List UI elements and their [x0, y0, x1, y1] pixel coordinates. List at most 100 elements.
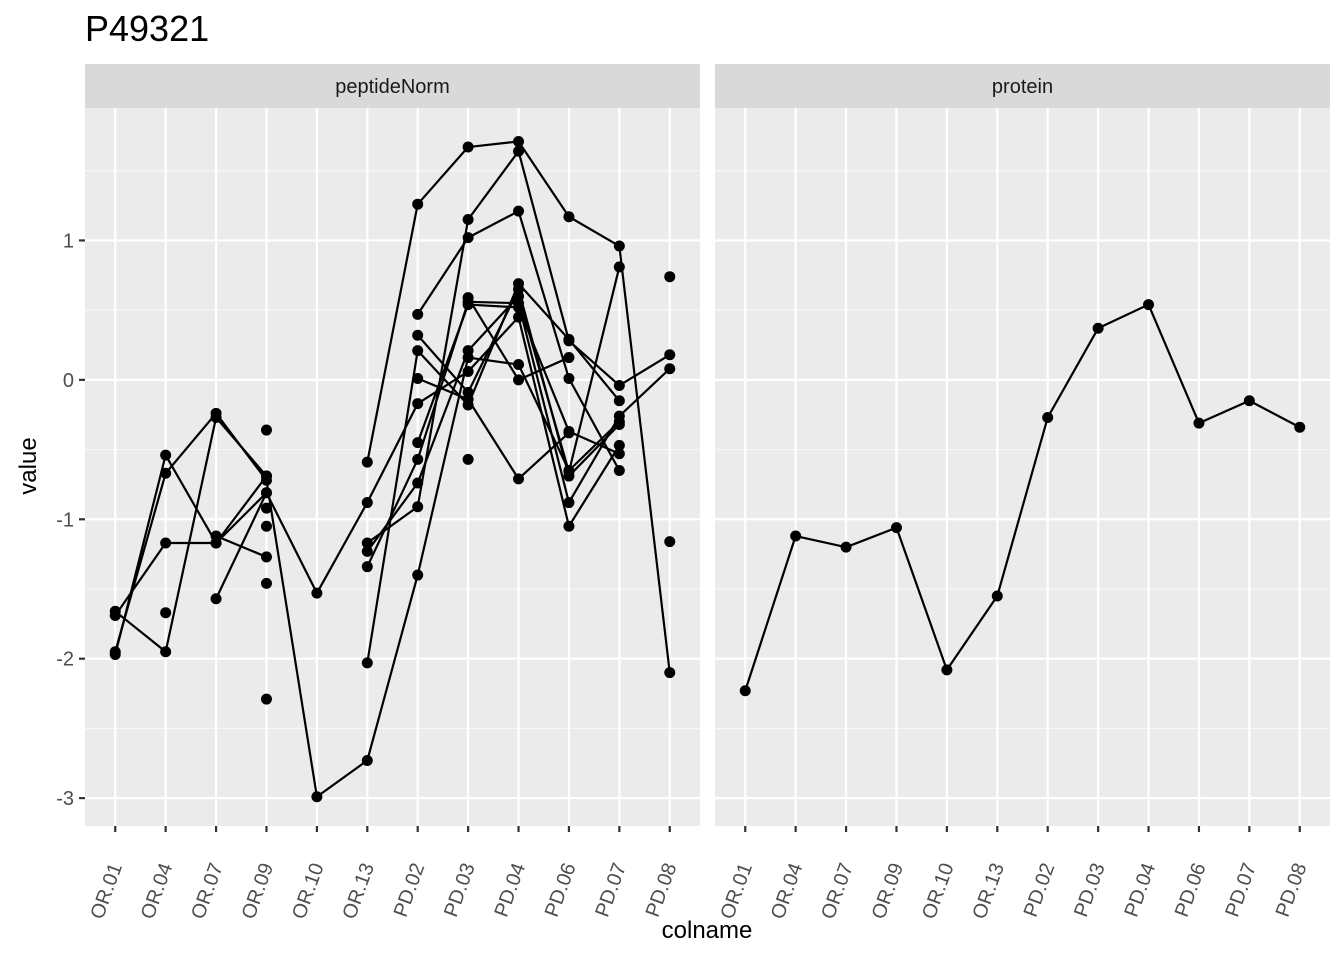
- data-point: [613, 261, 625, 273]
- data-point: [160, 607, 172, 619]
- data-point: [613, 379, 625, 391]
- x-tick-label: PD.06: [541, 860, 581, 920]
- data-point: [563, 497, 575, 509]
- data-point: [462, 345, 474, 357]
- series-line: [366, 282, 621, 664]
- data-point: [613, 448, 625, 460]
- data-point: [210, 412, 222, 424]
- data-point: [563, 427, 575, 439]
- data-point: [412, 453, 424, 465]
- data-point: [412, 198, 424, 210]
- x-tick-label: PD.08: [1272, 860, 1312, 920]
- data-point: [513, 205, 525, 217]
- data-point: [260, 502, 272, 514]
- data-point: [311, 791, 323, 803]
- data-point: [311, 587, 323, 599]
- data-point: [1143, 299, 1155, 311]
- x-tick-label: OR.10: [288, 860, 328, 922]
- data-point: [563, 372, 575, 384]
- y-tick-label: 1: [63, 230, 74, 252]
- data-point: [361, 537, 373, 549]
- data-point: [260, 487, 272, 499]
- series-line: [114, 454, 268, 655]
- data-point: [613, 464, 625, 476]
- data-point: [361, 497, 373, 509]
- x-axis-label: colname: [662, 917, 753, 944]
- data-point: [462, 141, 474, 153]
- x-tick-label: OR.01: [86, 860, 126, 922]
- data-point: [1042, 412, 1054, 424]
- data-point: [991, 590, 1003, 602]
- data-point: [1243, 395, 1255, 407]
- data-point: [1193, 417, 1205, 429]
- data-point: [664, 667, 676, 679]
- data-point: [563, 333, 575, 345]
- data-point: [563, 352, 575, 364]
- data-point: [790, 530, 802, 542]
- x-tick-label: OR.13: [969, 860, 1009, 922]
- data-point: [513, 359, 525, 371]
- facet-strip: [85, 64, 700, 108]
- data-point: [109, 646, 121, 658]
- data-point: [563, 211, 575, 223]
- x-tick-label: PD.07: [591, 860, 631, 920]
- facet-strip-label: peptideNorm: [335, 76, 450, 98]
- x-tick-label: OR.07: [817, 860, 857, 922]
- data-point: [412, 398, 424, 410]
- data-point: [160, 537, 172, 549]
- data-point: [840, 541, 852, 553]
- data-point: [361, 657, 373, 669]
- x-tick-label: PD.04: [1121, 860, 1161, 920]
- data-point: [941, 664, 953, 676]
- data-point: [664, 349, 676, 361]
- x-tick-label: OR.01: [716, 860, 756, 922]
- x-tick-label: PD.03: [440, 860, 480, 920]
- x-tick-label: PD.08: [642, 860, 682, 920]
- data-point: [462, 393, 474, 405]
- data-point: [260, 577, 272, 589]
- x-tick-label: OR.07: [187, 860, 227, 922]
- data-point: [412, 501, 424, 513]
- panel-background: [715, 108, 1330, 826]
- data-point: [361, 456, 373, 468]
- data-point: [160, 646, 172, 658]
- x-tick-label: OR.09: [868, 860, 908, 922]
- data-point: [412, 437, 424, 449]
- data-point: [664, 536, 676, 548]
- facet-strip: [715, 64, 1330, 108]
- x-tick-label: OR.09: [238, 860, 278, 922]
- data-point: [664, 363, 676, 375]
- data-point: [513, 374, 525, 386]
- x-tick-label: OR.13: [339, 860, 379, 922]
- x-tick-label: PD.03: [1070, 860, 1110, 920]
- series-line: [417, 377, 570, 480]
- data-point: [513, 145, 525, 157]
- y-tick-label: -2: [56, 649, 74, 671]
- series-line: [744, 303, 1301, 692]
- x-tick-label: PD.04: [491, 860, 531, 920]
- data-point: [462, 232, 474, 244]
- data-point: [260, 693, 272, 705]
- x-tick-label: PD.02: [390, 860, 430, 920]
- data-point: [613, 439, 625, 451]
- series-line: [114, 416, 268, 653]
- data-point: [361, 545, 373, 557]
- data-point: [412, 308, 424, 320]
- data-point: [890, 522, 902, 534]
- data-point: [260, 520, 272, 532]
- y-tick-label: -3: [56, 788, 74, 810]
- data-point: [563, 520, 575, 532]
- data-point: [513, 473, 525, 485]
- data-point: [361, 754, 373, 766]
- series-line: [366, 266, 621, 553]
- y-tick-label: 0: [63, 370, 74, 392]
- data-point: [260, 424, 272, 436]
- data-point: [412, 477, 424, 489]
- data-point: [739, 685, 751, 697]
- data-point: [563, 470, 575, 482]
- data-point: [513, 301, 525, 313]
- panel-background: [85, 108, 700, 826]
- data-point: [462, 214, 474, 226]
- data-point: [412, 372, 424, 384]
